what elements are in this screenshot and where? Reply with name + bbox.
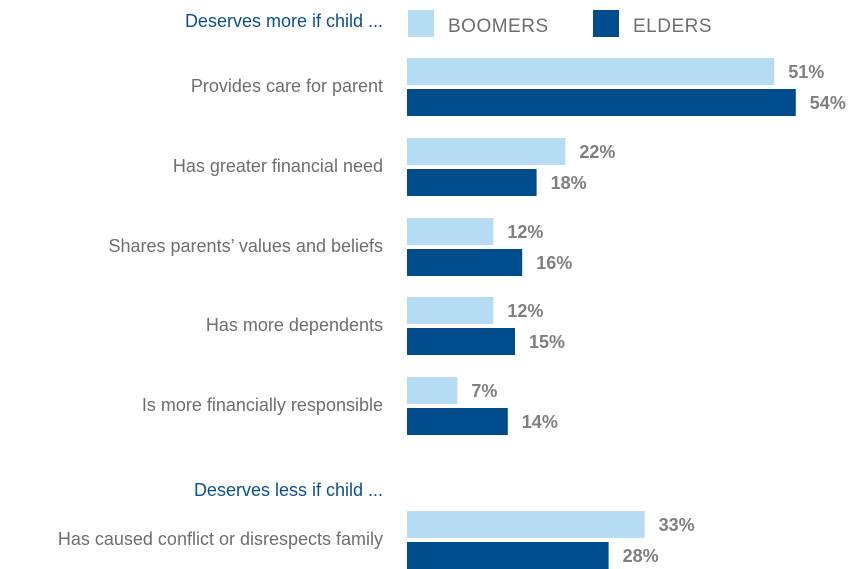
legend-swatch-boomers bbox=[408, 10, 434, 37]
value-label: 15% bbox=[529, 332, 565, 352]
bar-boomers bbox=[407, 58, 775, 85]
bar-boomers bbox=[407, 511, 645, 538]
bar-boomers bbox=[407, 297, 494, 324]
value-label: 28% bbox=[623, 546, 659, 566]
category-group: Provides care for parent 51% 54% bbox=[191, 58, 846, 116]
value-label: 54% bbox=[810, 93, 846, 113]
chart-body: Deserves more if child ... Provides care … bbox=[58, 11, 846, 569]
bar-elders bbox=[407, 169, 537, 196]
category-group: Has more dependents 12% 15% bbox=[206, 297, 565, 355]
category-label: Is more financially responsible bbox=[142, 395, 383, 415]
value-label: 22% bbox=[579, 142, 615, 162]
value-label: 14% bbox=[522, 412, 558, 432]
bar-boomers bbox=[407, 138, 566, 165]
value-label: 12% bbox=[507, 222, 543, 242]
category-label: Has more dependents bbox=[206, 315, 383, 335]
bar-elders bbox=[407, 542, 609, 569]
value-label: 12% bbox=[507, 301, 543, 321]
bar-boomers bbox=[407, 218, 494, 245]
category-label: Provides care for parent bbox=[191, 76, 383, 96]
category-label: Shares parents’ values and beliefs bbox=[109, 236, 384, 256]
category-group: Has caused conflict or disrespects famil… bbox=[58, 511, 695, 569]
category-group: Has greater financial need 22% 18% bbox=[173, 138, 615, 196]
value-label: 51% bbox=[788, 62, 824, 82]
bar-elders bbox=[407, 328, 515, 355]
value-label: 18% bbox=[551, 173, 587, 193]
bar-elders bbox=[407, 89, 796, 116]
value-label: 33% bbox=[659, 515, 695, 535]
value-label: 16% bbox=[536, 253, 572, 273]
bar-elders bbox=[407, 408, 508, 435]
value-label: 7% bbox=[471, 381, 497, 401]
legend-swatch-elders bbox=[593, 10, 619, 37]
category-label: Has greater financial need bbox=[173, 156, 383, 176]
category-group: Is more financially responsible 7% 14% bbox=[142, 377, 558, 435]
bar-boomers bbox=[407, 377, 458, 404]
legend-label-boomers: BOOMERS bbox=[448, 16, 549, 37]
bar-elders bbox=[407, 249, 523, 276]
legend: BOOMERS ELDERS bbox=[408, 10, 712, 37]
category-group: Shares parents’ values and beliefs 12% 16% bbox=[109, 218, 572, 276]
section-title: Deserves more if child ... bbox=[185, 11, 383, 31]
section-title: Deserves less if child ... bbox=[194, 480, 383, 500]
legend-label-elders: ELDERS bbox=[633, 16, 712, 37]
category-label: Has caused conflict or disrespects famil… bbox=[58, 529, 383, 549]
